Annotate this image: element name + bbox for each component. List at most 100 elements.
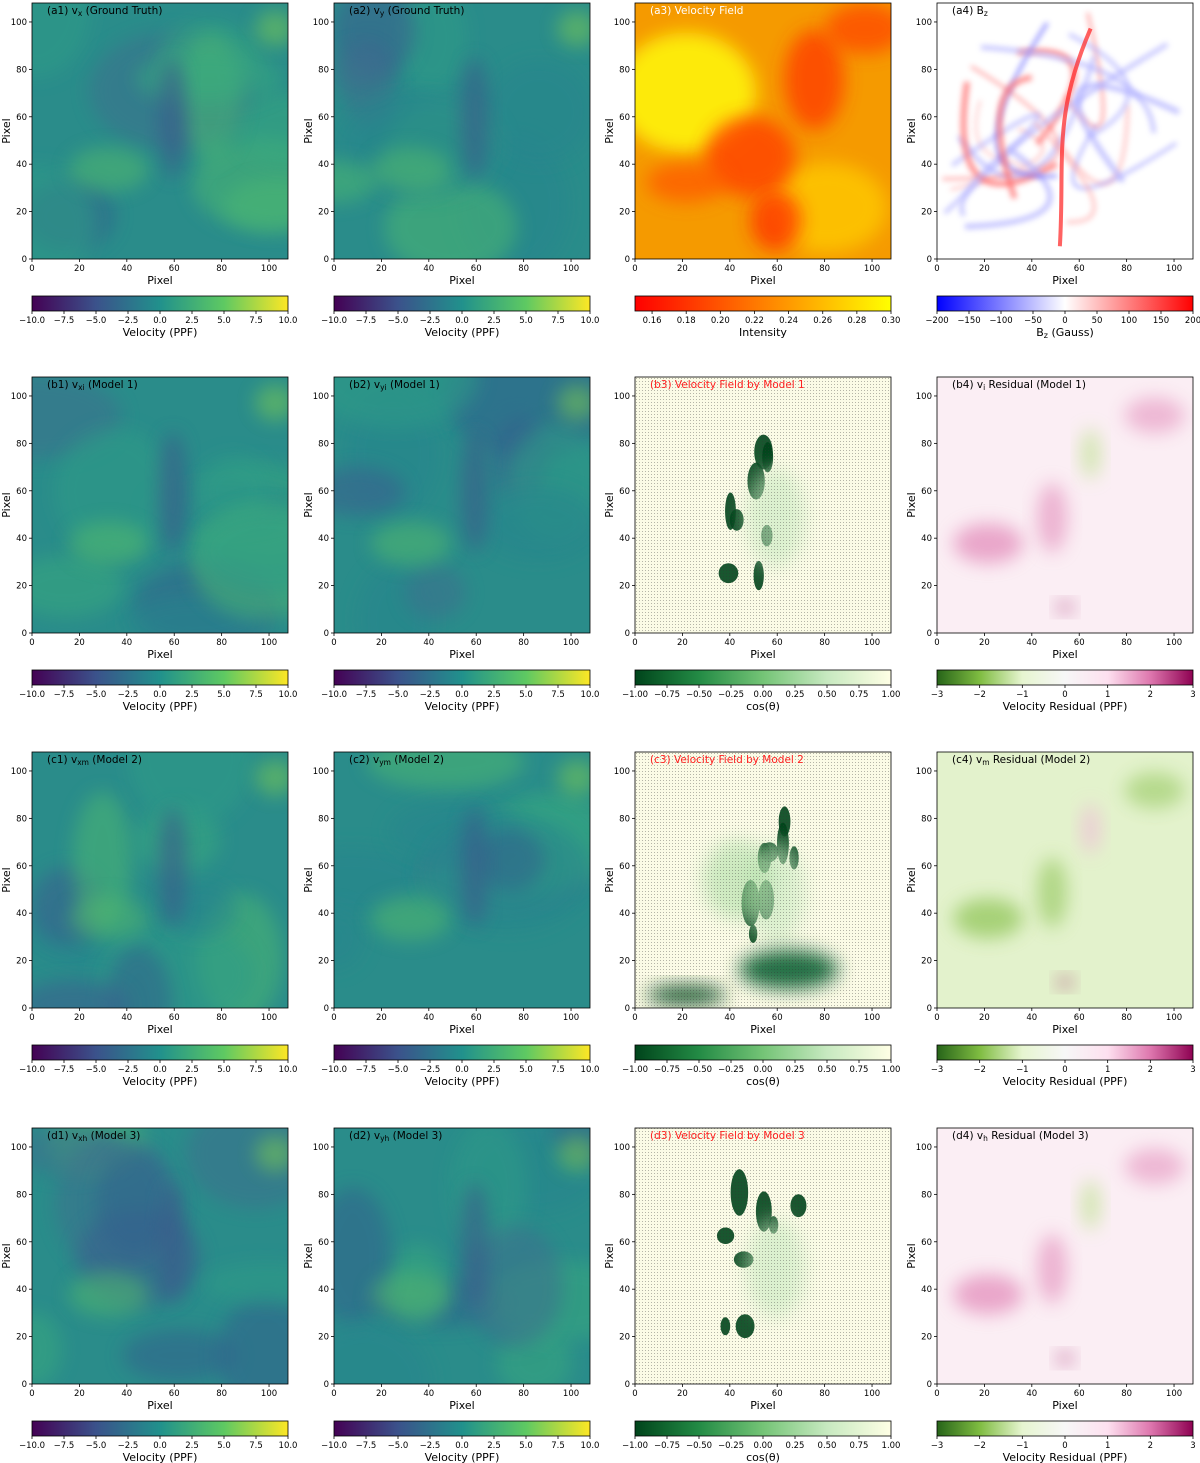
colorbar-tick-label: −5.0 [86, 690, 107, 700]
colorbar-tick-label: 0.00 [754, 1441, 773, 1451]
y-axis-label: Pixel [603, 118, 616, 143]
x-tick-label: 40 [423, 264, 434, 274]
y-axis-label: Pixel [0, 1243, 13, 1268]
y-axis-label: Pixel [302, 867, 315, 892]
colorbar-tick-label: 10.0 [581, 690, 600, 700]
y-tick-label: 0 [625, 255, 630, 265]
y-tick-label: 60 [318, 1238, 329, 1248]
panel-1-0-axes: 0 20 40 60 80 100 0 20 40 60 80 100 Pixel Pixel [0, 392, 277, 661]
colorbar-tick-label: 0 [1062, 316, 1067, 326]
colorbar-label: Velocity (PPF) [123, 326, 198, 339]
y-tick-label: 0 [927, 1004, 932, 1014]
x-tick-label: 60 [471, 264, 482, 274]
colorbar-tick-label: 3 [1190, 1065, 1195, 1075]
x-tick-label: 60 [772, 264, 783, 274]
y-tick-label: 60 [921, 1238, 932, 1248]
panel-0-0-colorbar: −10.0 −7.5 −5.0 −2.5 0.0 2.5 5.0 7.5 10.0 Velocit… [19, 295, 297, 339]
colorbar-tick-label: −2.5 [118, 1441, 139, 1451]
y-tick-label: 60 [619, 1238, 630, 1248]
colorbar-tick-label: −3 [931, 1441, 944, 1451]
y-tick-label: 0 [22, 1004, 27, 1014]
x-axis-label: Pixel [1052, 1023, 1077, 1036]
colorbar-tick-label: −7.5 [54, 690, 75, 700]
panel-3-2-title: (d3) Velocity Field by Model 3 [650, 1130, 805, 1142]
y-tick-label: 0 [324, 1004, 329, 1014]
colorbar-tick-label: 5.0 [217, 316, 231, 326]
colorbar-tick-label: −1.00 [622, 1441, 648, 1451]
colorbar-tick-label: 0.50 [818, 690, 837, 700]
panel-2-1-axes: 0 20 40 60 80 100 0 20 40 60 80 100 Pixel Pixel [302, 767, 579, 1036]
colorbar-tick-label: −1.00 [622, 1065, 648, 1075]
y-tick-label: 40 [16, 1285, 27, 1295]
y-tick-label: 0 [324, 629, 329, 639]
colorbar-label: cos(θ) [746, 1451, 780, 1463]
panel-0-3-title: (a4) Bz [952, 5, 988, 18]
x-tick-label: 40 [1026, 638, 1037, 648]
colorbar-tick-label: −5.0 [86, 1441, 107, 1451]
y-tick-label: 80 [16, 1190, 27, 1200]
colorbar-tick-label: 10.0 [279, 1441, 298, 1451]
y-tick-label: 100 [614, 18, 630, 28]
x-tick-label: 60 [169, 264, 180, 274]
y-axis-label: Pixel [0, 118, 13, 143]
panel-3-2-colorbar: −1.00 −0.75 −0.50 −0.25 0.00 0.25 0.50 0.75 1.00… [622, 1420, 901, 1463]
x-axis-label: Pixel [750, 274, 775, 287]
y-axis-label: Pixel [905, 1243, 918, 1268]
colorbar-tick-label: 0.00 [754, 690, 773, 700]
panel-3-3-title: (d4) vh Residual (Model 3) [952, 1130, 1089, 1143]
x-tick-label: 20 [677, 264, 688, 274]
panel-3-2-axes: 0 20 40 60 80 100 0 20 40 60 80 100 Pixel Pixel [603, 1143, 880, 1412]
colorbar-tick-label: −150 [957, 316, 980, 326]
x-tick-label: 0 [934, 638, 939, 648]
colorbar-tick-label: −0.75 [654, 1441, 680, 1451]
colorbar-tick-label: 2.5 [185, 1441, 199, 1451]
colorbar-tick-label: 0.0 [455, 1065, 469, 1075]
y-tick-label: 100 [614, 392, 630, 402]
y-tick-label: 80 [16, 814, 27, 824]
panel-2-0-colorbar: −10.0 −7.5 −5.0 −2.5 0.0 2.5 5.0 7.5 10.0 Velocit… [19, 1044, 297, 1088]
x-tick-label: 100 [261, 1013, 277, 1023]
panel-2-1-colorbar: −10.0 −7.5 −5.0 −2.5 0.0 2.5 5.0 7.5 10.0 Velocit… [321, 1044, 599, 1088]
y-tick-label: 40 [921, 909, 932, 919]
colorbar-tick-label: −2.5 [118, 690, 139, 700]
x-tick-label: 80 [819, 1389, 830, 1399]
panel-3-3-axes: 0 20 40 60 80 100 0 20 40 60 80 100 Pixel Pixel [905, 1143, 1182, 1412]
colorbar-tick-label: 0.24 [779, 316, 798, 326]
x-tick-label: 40 [121, 1013, 132, 1023]
x-tick-label: 60 [1074, 1013, 1085, 1023]
colorbar-tick-label: 1.00 [882, 1441, 901, 1451]
y-axis-label: Pixel [603, 1243, 616, 1268]
y-tick-label: 60 [619, 862, 630, 872]
y-tick-label: 40 [16, 534, 27, 544]
y-tick-label: 40 [318, 160, 329, 170]
colorbar-tick-label: −10.0 [19, 316, 45, 326]
x-tick-label: 60 [169, 1389, 180, 1399]
y-axis-label: Pixel [905, 118, 918, 143]
x-tick-label: 80 [1121, 1389, 1132, 1399]
y-tick-label: 40 [318, 1285, 329, 1295]
panel-2-3-title: (c4) vm Residual (Model 2) [952, 754, 1090, 767]
x-axis-label: Pixel [449, 1399, 474, 1412]
colorbar-tick-label: 2 [1148, 1065, 1153, 1075]
x-tick-label: 60 [471, 1013, 482, 1023]
panel-0-2-title: (a3) Velocity Field [650, 5, 743, 17]
y-axis-label: Pixel [905, 492, 918, 517]
colorbar-tick-label: 0.25 [786, 1441, 805, 1451]
colorbar-tick-label: 0.50 [818, 1065, 837, 1075]
panel-3-0-colorbar: −10.0 −7.5 −5.0 −2.5 0.0 2.5 5.0 7.5 10.0 Velocit… [19, 1420, 298, 1463]
panel-1-2-title: (b3) Velocity Field by Model 1 [650, 379, 805, 391]
colorbar-tick-label: 0.0 [153, 690, 167, 700]
y-tick-label: 40 [16, 160, 27, 170]
y-tick-label: 100 [11, 18, 27, 28]
x-tick-label: 20 [677, 1389, 688, 1399]
panel-2-2-field [635, 752, 891, 1008]
colorbar-tick-label: −2.5 [420, 690, 441, 700]
y-tick-label: 80 [318, 65, 329, 75]
colorbar-label: Velocity Residual (PPF) [1003, 700, 1128, 713]
x-tick-label: 100 [261, 264, 277, 274]
x-tick-label: 100 [563, 264, 579, 274]
x-tick-label: 100 [864, 1013, 880, 1023]
y-tick-label: 100 [916, 767, 932, 777]
x-axis-label: Pixel [147, 1399, 172, 1412]
